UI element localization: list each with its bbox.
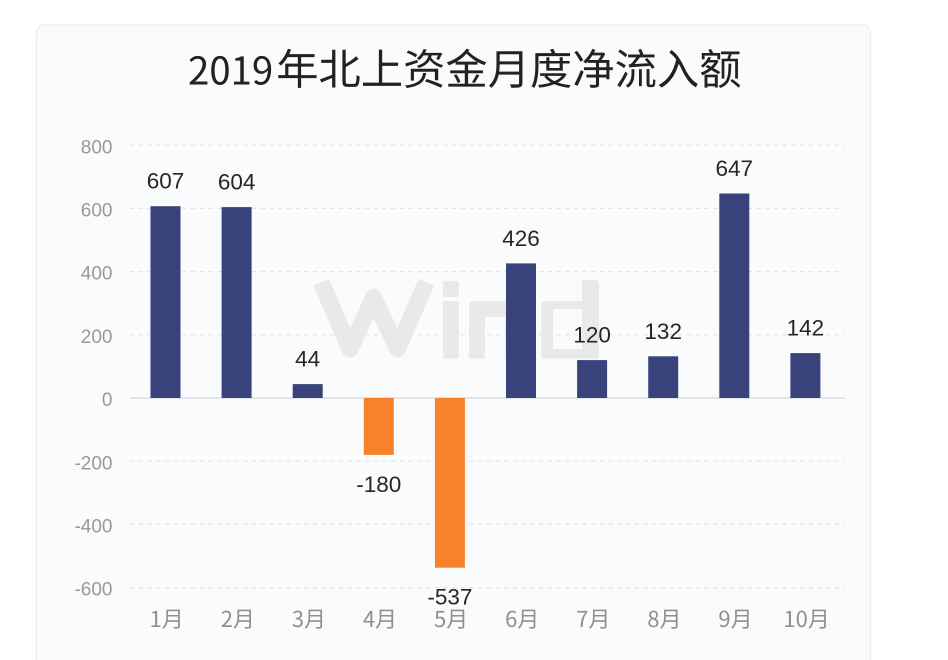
svg-text:604: 604 — [218, 170, 256, 195]
svg-text:647: 647 — [716, 156, 754, 181]
svg-text:200: 200 — [81, 327, 113, 348]
svg-text:0: 0 — [102, 390, 113, 411]
svg-text:44: 44 — [295, 347, 320, 372]
svg-text:607: 607 — [147, 169, 185, 194]
svg-text:600: 600 — [81, 201, 113, 222]
svg-text:-600: -600 — [74, 580, 112, 601]
svg-text:426: 426 — [502, 226, 540, 251]
svg-text:-537: -537 — [427, 585, 472, 610]
svg-text:132: 132 — [644, 319, 682, 344]
svg-text:400: 400 — [81, 264, 113, 285]
svg-text:142: 142 — [787, 316, 825, 341]
svg-text:-180: -180 — [356, 472, 401, 497]
svg-text:-200: -200 — [74, 453, 112, 474]
svg-text:120: 120 — [573, 323, 611, 348]
svg-text:-400: -400 — [74, 517, 112, 538]
svg-text:800: 800 — [81, 137, 113, 158]
